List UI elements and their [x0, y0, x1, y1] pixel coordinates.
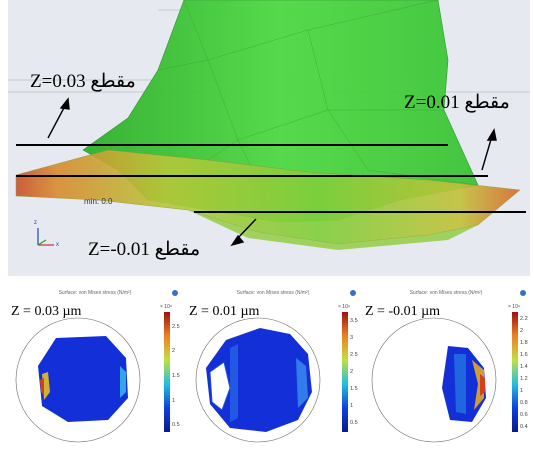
axis-z-label: z: [34, 220, 37, 226]
colorbar-tick: 1: [520, 388, 524, 394]
base-plate-under: [188, 210, 478, 250]
colorbar-tick: 1: [172, 398, 176, 404]
colorbar-tick: 1.6: [520, 352, 528, 358]
colorbar-tick: 2.2: [520, 316, 528, 322]
colorbar-tick: 1: [350, 403, 354, 409]
stress-region: [38, 336, 128, 422]
colorbar-tick: 0.4: [520, 424, 528, 430]
colorbar-tick: 2: [172, 348, 176, 354]
colorbar-tick: 1.5: [172, 373, 180, 379]
subplot-z-label: Z = 0.01 µm: [189, 304, 260, 319]
section-label-word: مقطع: [154, 239, 201, 260]
section-label-word: مقطع: [464, 92, 510, 113]
colorbar: [164, 312, 170, 432]
colorbar: [342, 312, 348, 432]
stress-subplot-3: Surface: von Mises stress (N/m²) Z = -0.…: [362, 288, 530, 450]
annotation-arrows: [47, 97, 497, 247]
colorbar-tick: 2: [520, 328, 524, 334]
colorbar-tick: 0.5: [350, 420, 358, 426]
3d-view-panel: Z=0.03 مقطع Z=0.01 مقطع Z=-0.01 مقطع min…: [8, 0, 530, 276]
stress-plot-2: [195, 312, 348, 443]
colorbar-tick: 1.5: [350, 386, 358, 392]
axis-x-label: x: [56, 242, 59, 248]
colorbar-tick: 2.5: [172, 324, 180, 330]
subplot-z-label: Z = -0.01 µm: [365, 304, 441, 319]
min-label: min: 0.0: [84, 197, 113, 206]
section-label-z: Z=-0.01: [88, 239, 150, 260]
colorbar-scale-exponent: × 10⁹: [508, 304, 521, 310]
colorbar-tick: 2.5: [350, 352, 358, 358]
colorbar-tick: 3.5: [350, 318, 358, 324]
settings-icon[interactable]: [520, 290, 526, 296]
section-label-z-0.01: Z=0.01 مقطع: [404, 91, 510, 114]
stress-subplot-1: Surface: von Mises stress (N/m²) Z = 0.0…: [8, 288, 182, 450]
section-label-z: Z=0.03: [30, 71, 86, 92]
colorbar-tick: 1.4: [520, 364, 528, 370]
subplot-title: Surface: von Mises stress (N/m²): [236, 290, 310, 296]
3d-mesh-figure: [8, 0, 530, 250]
stress-plot-1: [15, 312, 170, 443]
boundary-circle: [371, 317, 497, 443]
colorbar: [512, 312, 518, 432]
settings-icon[interactable]: [172, 290, 178, 296]
boundary-circle: [195, 317, 321, 443]
colorbar-tick: 1.8: [520, 340, 528, 346]
section-label-z: Z=0.01: [404, 92, 460, 113]
section-label-z-neg-0.01: Z=-0.01 مقطع: [88, 238, 200, 261]
colorbar-tick: 0.8: [520, 400, 528, 406]
stress-subplot-2: Surface: von Mises stress (N/m²) Z = 0.0…: [186, 288, 360, 450]
colorbar-tick: 0.6: [520, 412, 528, 418]
colorbar-scale-exponent: × 10⁹: [338, 304, 351, 310]
subplot-title: Surface: von Mises stress (N/m²): [409, 290, 483, 296]
settings-icon[interactable]: [350, 290, 356, 296]
subplot-z-label: Z = 0.03 µm: [11, 304, 82, 319]
boundary-circle: [15, 317, 141, 443]
stress-plot-3: [371, 312, 518, 443]
subplot-title: Surface: von Mises stress (N/m²): [58, 290, 132, 296]
section-label-word: مقطع: [90, 71, 136, 92]
colorbar-scale-exponent: × 10⁹: [160, 304, 173, 310]
axis-triad: [37, 228, 54, 246]
colorbar-tick: 3: [350, 335, 354, 341]
void-region: [209, 361, 231, 411]
colorbar-tick: 2: [350, 369, 354, 375]
colorbar-tick: 1.2: [520, 376, 528, 382]
section-label-z-0.03: Z=0.03 مقطع: [30, 70, 136, 93]
colorbar-tick: 0.5: [172, 422, 180, 428]
